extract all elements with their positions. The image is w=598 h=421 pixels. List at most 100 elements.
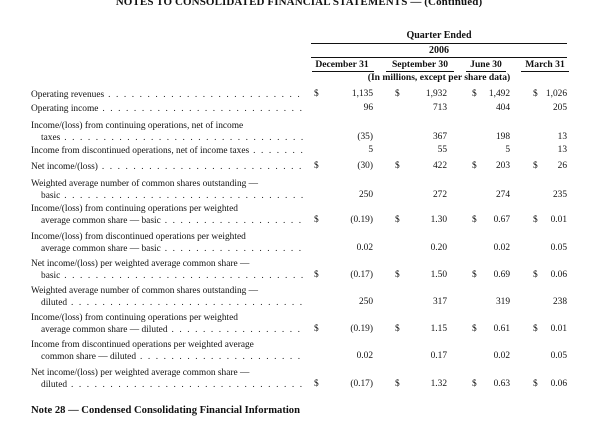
header-rule-mid (311, 57, 567, 58)
row-label: Weighted average number of common shares… (31, 285, 303, 310)
cell-value: 0.02 (356, 351, 373, 362)
cell-value: 0.20 (430, 243, 447, 254)
cell-value: 0.06 (550, 270, 567, 281)
cell-value: 1,026 (545, 89, 567, 99)
cell-value: 13 (557, 132, 567, 143)
currency-symbol: $ (395, 324, 400, 335)
cell-value: 5 (505, 145, 510, 155)
row-label-text: Operating revenues (31, 90, 105, 100)
row-label-text: Net income/(loss) (31, 162, 98, 172)
row-label: Income/(loss) from continuing operations… (31, 203, 303, 228)
currency-symbol: $ (533, 161, 538, 171)
row-label-text: Net income/(loss) per weighted average c… (31, 259, 250, 269)
cell-value: 235 (552, 190, 567, 201)
year-header: 2006 (429, 45, 449, 56)
column-header-june: June 30 (470, 59, 502, 70)
row-label-continuation: basic (41, 271, 61, 282)
cell-value: 13 (557, 145, 567, 155)
row-label: Income/(loss) from continuing operations… (31, 120, 303, 145)
cell-value: 203 (495, 161, 510, 171)
row-label-text: Weighted average number of common shares… (31, 179, 259, 189)
row-label-text: Income/(loss) from discontinued operatio… (31, 232, 246, 242)
currency-symbol: $ (314, 161, 319, 171)
row-label-continuation: average common share — basic (41, 216, 161, 227)
cell-value: 0.67 (493, 215, 510, 226)
row-label-continuation: average common share — basic (41, 244, 161, 255)
table-row: Income from discontinued operations per … (31, 339, 571, 363)
dot-leader: . . . . . . . . . . . . . . . . . . . . … (70, 380, 303, 391)
cell-value: 1.32 (430, 379, 447, 390)
row-label-continuation: taxes (41, 133, 61, 144)
cell-value: 0.01 (550, 324, 567, 335)
currency-symbol: $ (472, 379, 477, 390)
table-row: Operating revenues . . . . . . . . . . .… (31, 89, 571, 101)
table-row: Operating income . . . . . . . . . . . .… (31, 103, 571, 115)
cell-value: 0.01 (550, 215, 567, 226)
currency-symbol: $ (395, 215, 400, 226)
cell-value: 96 (363, 103, 373, 113)
row-label-text: Income/(loss) from continuing operations… (31, 121, 244, 131)
currency-symbol: $ (314, 89, 319, 99)
row-label-continuation: diluted (41, 298, 68, 309)
cell-value: 0.63 (493, 379, 510, 390)
note-title: Note 28 — Condensed Consolidating Financ… (31, 405, 300, 416)
cell-value: (0.17) (350, 379, 373, 390)
dot-leader: . . . . . . . . . . . . . . . . . . . . … (171, 325, 303, 336)
cell-value: (35) (357, 132, 373, 143)
currency-symbol: $ (533, 270, 538, 281)
row-label-continuation: basic (41, 191, 61, 202)
row-label: Operating income . . . . . . . . . . . .… (31, 103, 303, 115)
cell-value: 367 (432, 132, 447, 143)
page-title: NOTES TO CONSOLIDATED FINANCIAL STATEMEN… (115, 0, 483, 8)
currency-symbol: $ (314, 324, 319, 335)
row-label-text: Income/(loss) from continuing operations… (31, 313, 238, 323)
column-underline-march (521, 71, 569, 72)
table-row: Income/(loss) from discontinued operatio… (31, 231, 571, 255)
cell-value: 1.15 (430, 324, 447, 335)
column-underline-december (312, 71, 374, 72)
column-header-december: December 31 (315, 59, 369, 70)
table-row: Net income/(loss) per weighted average c… (31, 367, 571, 391)
dot-leader: . . . . . . . . . . . . . . . . . . . . … (64, 191, 303, 202)
row-label: Income from discontinued operations per … (31, 339, 303, 364)
cell-value: 1,492 (488, 89, 510, 99)
cell-value: 250 (358, 190, 373, 201)
row-label: Income/(loss) from discontinued operatio… (31, 231, 303, 256)
dot-leader: . . . . . . . . . . . . . . . . . . . . … (102, 104, 303, 114)
cell-value: 1.30 (430, 215, 447, 226)
cell-value: 0.05 (550, 351, 567, 362)
cell-value: (0.19) (350, 324, 373, 335)
currency-symbol: $ (533, 324, 538, 335)
currency-symbol: $ (472, 324, 477, 335)
cell-value: 238 (552, 297, 567, 308)
cell-value: 1,932 (425, 89, 447, 99)
currency-symbol: $ (314, 379, 319, 390)
table-row: Income/(loss) from continuing operations… (31, 203, 571, 227)
dot-leader: . . . . . . . . . . . . . . . . . . . . … (70, 298, 303, 309)
currency-symbol: $ (472, 215, 477, 226)
column-header-march: March 31 (525, 59, 565, 70)
cell-value: 250 (358, 297, 373, 308)
row-label: Net income/(loss) . . . . . . . . . . . … (31, 161, 303, 173)
currency-symbol: $ (533, 379, 538, 390)
cell-value: (0.19) (350, 215, 373, 226)
row-label-continuation: average common share — diluted (41, 325, 168, 336)
table-row: Income from discontinued operations, net… (31, 145, 571, 157)
column-underline-september (386, 71, 454, 72)
row-label: Income from discontinued operations, net… (31, 145, 303, 157)
cell-value: 0.02 (493, 351, 510, 362)
cell-value: 0.17 (430, 351, 447, 362)
period-header: Quarter Ended (406, 30, 472, 41)
dot-leader: . . . . . . . . . . . . . . . . . . . . … (164, 244, 303, 255)
cell-value: 422 (432, 161, 447, 171)
currency-symbol: $ (314, 270, 319, 281)
table-row: Weighted average number of common shares… (31, 178, 571, 202)
currency-symbol: $ (472, 161, 477, 171)
cell-value: 1,135 (351, 89, 373, 99)
cell-value: 0.05 (550, 243, 567, 254)
dot-leader: . . . . . . . . . . . . . . . . . . . . … (64, 271, 303, 282)
row-label-text: Income/(loss) from continuing operations… (31, 204, 238, 214)
cell-value: 274 (495, 190, 510, 201)
dot-leader: . . . . . . . . . . . . . . . . . . . . … (101, 162, 303, 172)
currency-symbol: $ (395, 161, 400, 171)
